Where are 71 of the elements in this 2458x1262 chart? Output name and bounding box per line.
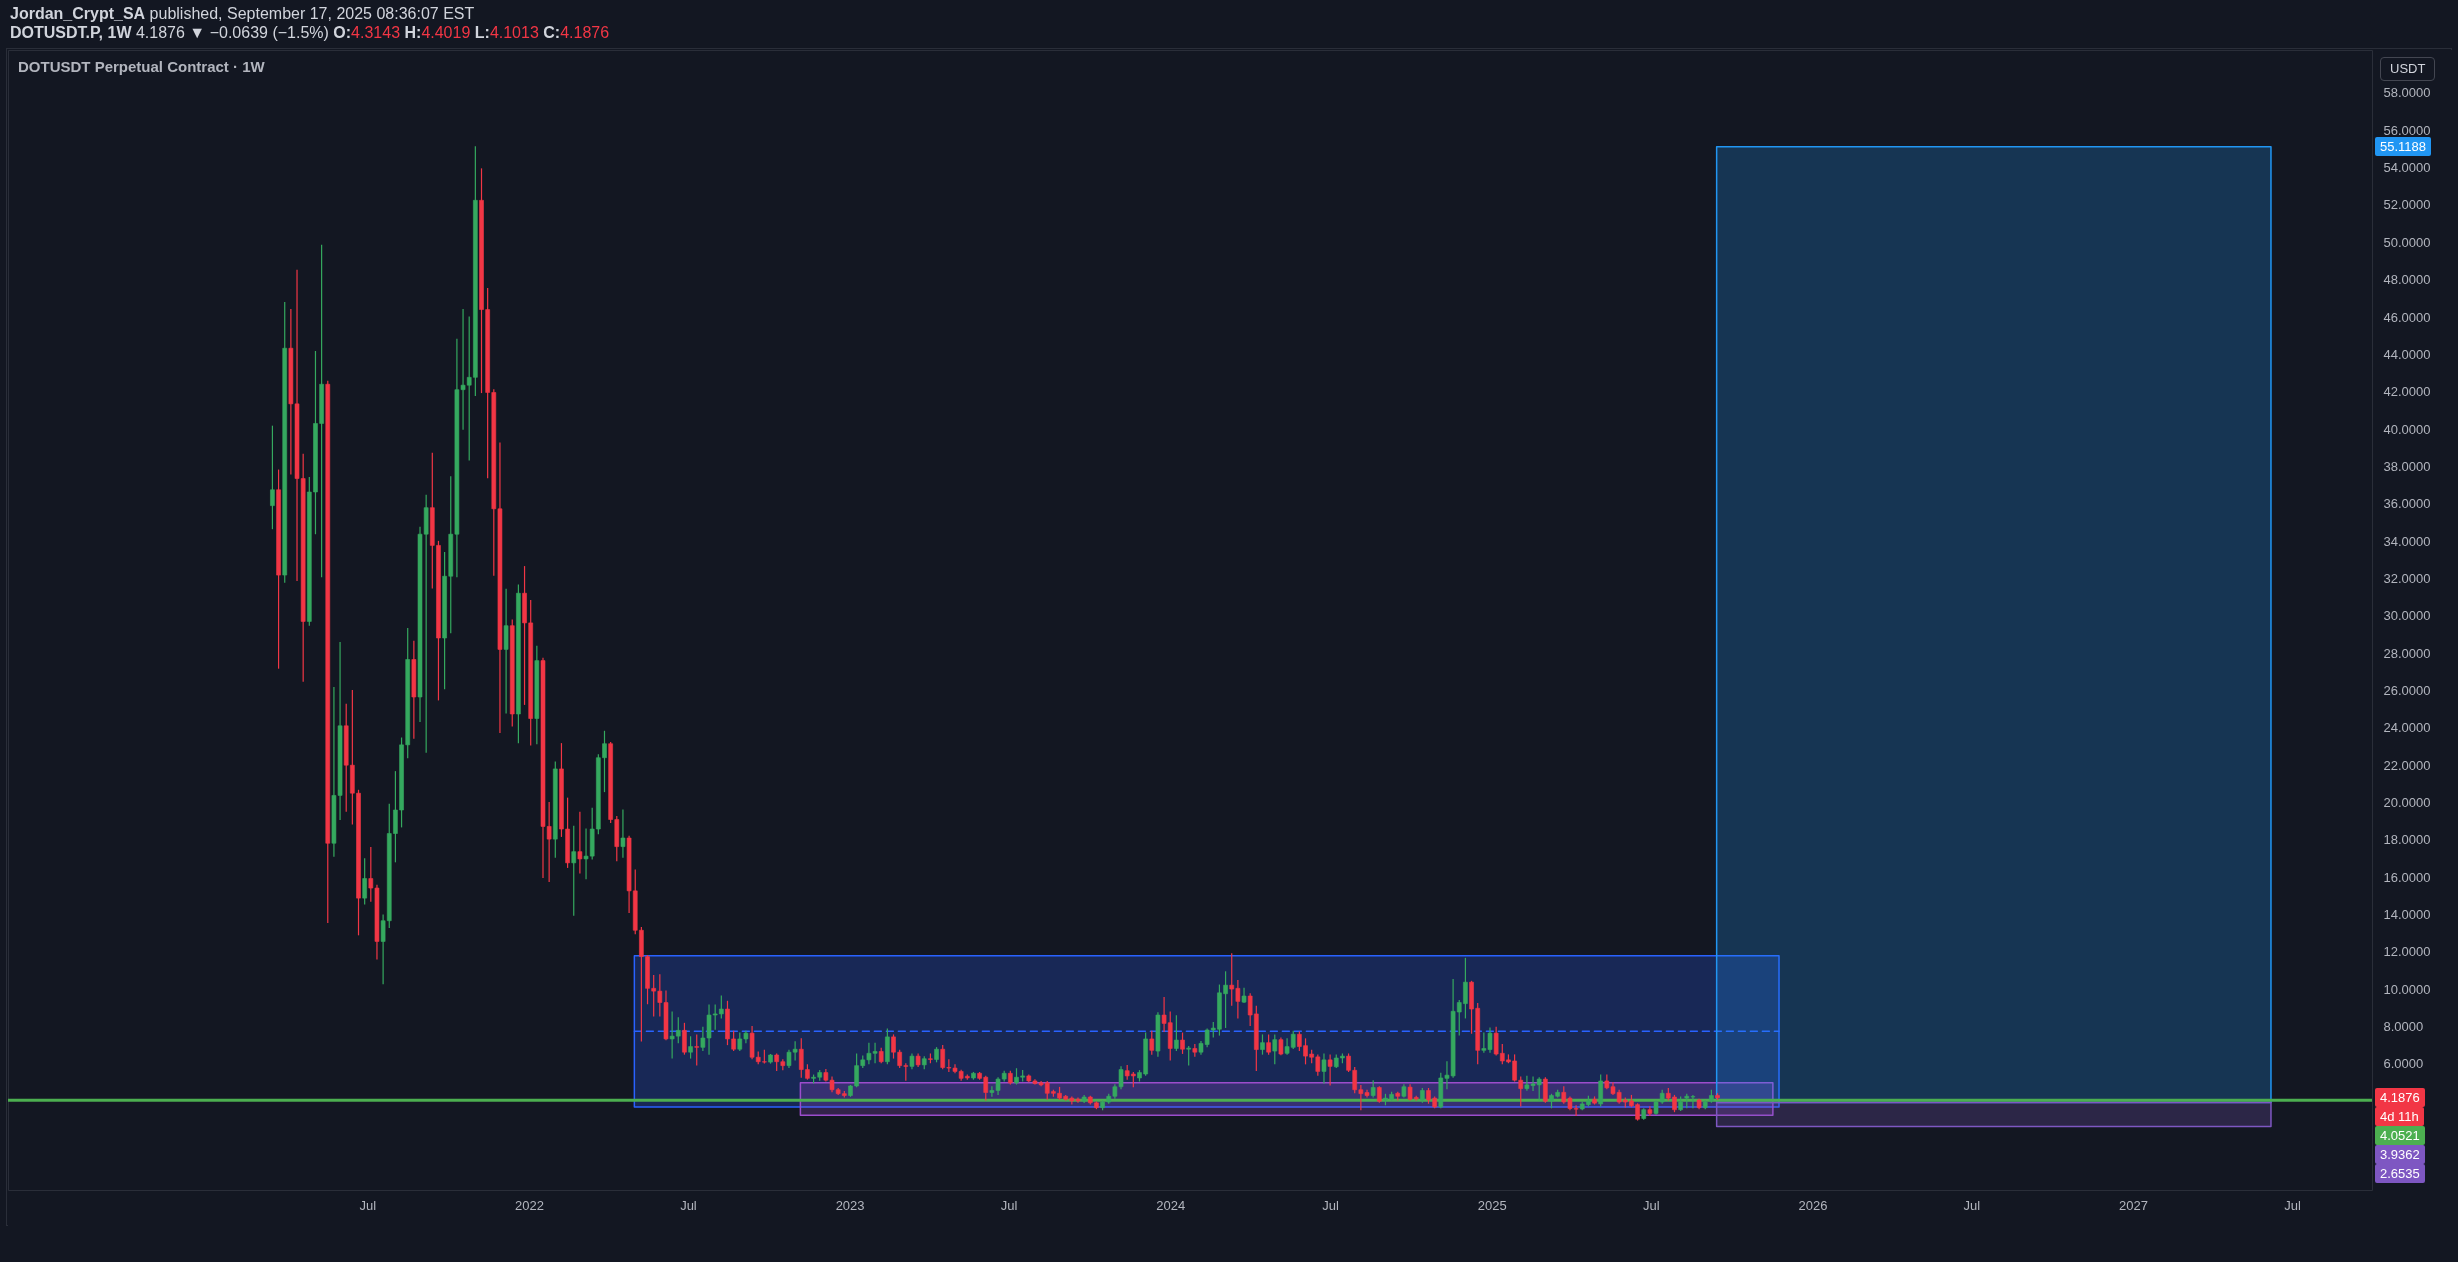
y-tick-label: 58.0000 xyxy=(2383,85,2431,101)
candlestick xyxy=(1543,1077,1548,1103)
y-tick-label: 44.0000 xyxy=(2383,346,2431,362)
x-tick-label: Jul xyxy=(1642,1197,1660,1213)
y-tick-label: 52.0000 xyxy=(2383,197,2431,213)
x-tick-label: 2027 xyxy=(2119,1197,2149,1213)
x-tick-label: 2022 xyxy=(514,1197,544,1213)
y-tick-label: 36.0000 xyxy=(2383,496,2431,512)
candlestick xyxy=(688,1036,693,1059)
y-tick-label: 38.0000 xyxy=(2383,458,2431,474)
candlestick xyxy=(620,809,626,858)
text: Jordan_Crypt_SA published, September 17, 2025 08:36:07 EST xyxy=(10,4,475,24)
text: 4.1876 xyxy=(2375,1088,2425,1108)
y-tick-label: 14.0000 xyxy=(2383,907,2431,923)
candlestick xyxy=(1327,1054,1333,1086)
candlestick xyxy=(1321,1053,1327,1084)
candlestick xyxy=(694,1034,700,1066)
y-tick-label: 8.0000 xyxy=(2383,1019,2424,1035)
text: 4d 11h xyxy=(2375,1107,2424,1127)
x-tick-label: Jul xyxy=(359,1197,377,1213)
candlestick xyxy=(362,858,367,905)
x-tick-label: Jul xyxy=(1963,1197,1981,1213)
candlestick xyxy=(270,425,275,530)
y-tick-label: 26.0000 xyxy=(2383,682,2431,698)
y-tick-label: 28.0000 xyxy=(2383,645,2431,661)
ref-line-label: 4.0521 xyxy=(2375,1126,2425,1146)
y-axis-title: USDT xyxy=(2380,57,2436,81)
candlestick xyxy=(1174,1015,1179,1051)
x-tick-label: 2025 xyxy=(1477,1197,1507,1213)
text: 3.9362 xyxy=(2375,1145,2425,1165)
y-tick-label: 56.0000 xyxy=(2383,122,2431,138)
y-tick-label: 34.0000 xyxy=(2383,533,2431,549)
candlestick xyxy=(1149,1030,1155,1055)
candlestick xyxy=(1266,1034,1271,1055)
y-tick-label: 10.0000 xyxy=(2383,981,2431,997)
candlestick xyxy=(1186,1045,1191,1066)
y-tick-label: 16.0000 xyxy=(2383,869,2431,885)
y-tick-label: 24.0000 xyxy=(2383,720,2431,736)
x-tick-label: 2026 xyxy=(1798,1197,1828,1213)
x-tick-label: Jul xyxy=(1000,1197,1018,1213)
x-tick-label: 2023 xyxy=(835,1197,865,1213)
x-tick-label: Jul xyxy=(1322,1197,1340,1213)
y-tick-label: 54.0000 xyxy=(2383,160,2431,176)
text: 55.1188 xyxy=(2375,137,2432,157)
y-tick-label: 48.0000 xyxy=(2383,272,2431,288)
x-tick-label: Jul xyxy=(2284,1197,2301,1213)
text: DOTUSDT Perpetual Contract · 1W xyxy=(18,58,265,76)
y-tick-label: 20.0000 xyxy=(2383,795,2431,811)
y-tick-label: 40.0000 xyxy=(2383,421,2431,437)
candlestick xyxy=(1598,1074,1603,1107)
y-tick-label: 42.0000 xyxy=(2383,384,2431,400)
candlestick xyxy=(1260,1034,1265,1055)
candlestick xyxy=(503,588,509,714)
y-tick-label: 12.0000 xyxy=(2383,944,2431,960)
candlestick xyxy=(682,1022,687,1055)
y-tick-label: 22.0000 xyxy=(2383,757,2431,773)
candlestick xyxy=(1272,1034,1278,1065)
y-tick-label: 30.0000 xyxy=(2383,608,2431,624)
candlestick xyxy=(1180,1032,1185,1054)
y-tick-label: 50.0000 xyxy=(2383,234,2431,250)
text: 2.6535 xyxy=(2375,1164,2425,1184)
y-tick-label: 18.0000 xyxy=(2383,832,2431,848)
candlestick xyxy=(571,825,577,916)
candlestick xyxy=(577,811,583,874)
y-tick-label: 32.0000 xyxy=(2383,570,2431,586)
x-tick-label: Jul xyxy=(680,1197,697,1213)
y-tick-label: 46.0000 xyxy=(2383,309,2431,325)
text: DOTUSDT.P, 1W 4.1876 ▼ −0.0639 (−1.5%) O:4.3143 H:4.4019 L:4.1013 C:4.1876 xyxy=(10,24,610,41)
candlestick xyxy=(1647,1106,1653,1116)
x-tick-label: 2024 xyxy=(1156,1197,1186,1213)
y-tick-label: 6.0000 xyxy=(2383,1056,2424,1072)
